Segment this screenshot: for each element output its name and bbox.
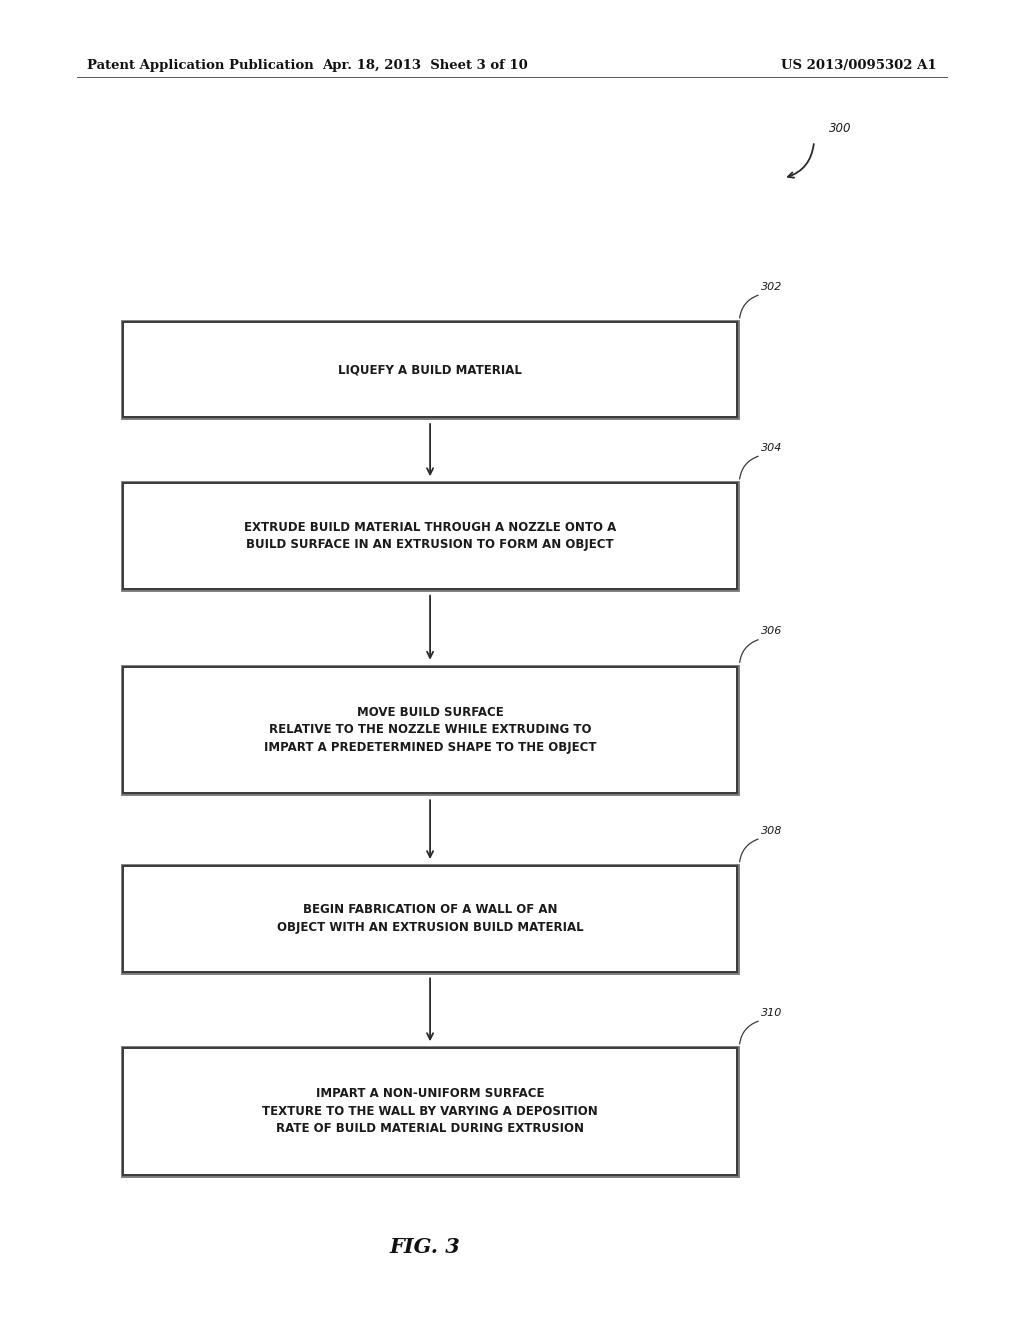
Text: Patent Application Publication: Patent Application Publication — [87, 59, 313, 73]
Text: US 2013/0095302 A1: US 2013/0095302 A1 — [781, 59, 937, 73]
Bar — [123, 866, 737, 972]
Text: 304: 304 — [761, 442, 782, 453]
Bar — [123, 483, 737, 589]
Text: MOVE BUILD SURFACE
RELATIVE TO THE NOZZLE WHILE EXTRUDING TO
IMPART A PREDETERMI: MOVE BUILD SURFACE RELATIVE TO THE NOZZL… — [264, 706, 596, 754]
Text: 306: 306 — [761, 626, 782, 636]
Bar — [123, 667, 737, 793]
Text: FIG. 3: FIG. 3 — [389, 1237, 461, 1258]
Text: EXTRUDE BUILD MATERIAL THROUGH A NOZZLE ONTO A
BUILD SURFACE IN AN EXTRUSION TO : EXTRUDE BUILD MATERIAL THROUGH A NOZZLE … — [244, 520, 616, 552]
Bar — [123, 866, 737, 972]
Text: IMPART A NON-UNIFORM SURFACE
TEXTURE TO THE WALL BY VARYING A DEPOSITION
RATE OF: IMPART A NON-UNIFORM SURFACE TEXTURE TO … — [262, 1088, 598, 1135]
Text: LIQUEFY A BUILD MATERIAL: LIQUEFY A BUILD MATERIAL — [338, 363, 522, 376]
Text: Apr. 18, 2013  Sheet 3 of 10: Apr. 18, 2013 Sheet 3 of 10 — [323, 59, 527, 73]
Text: 302: 302 — [761, 281, 782, 292]
Text: 308: 308 — [761, 825, 782, 836]
Text: 300: 300 — [829, 121, 852, 135]
Bar — [123, 483, 737, 589]
Bar — [123, 1048, 737, 1175]
Text: BEGIN FABRICATION OF A WALL OF AN
OBJECT WITH AN EXTRUSION BUILD MATERIAL: BEGIN FABRICATION OF A WALL OF AN OBJECT… — [276, 903, 584, 935]
Bar — [123, 667, 737, 793]
Bar — [123, 322, 737, 417]
Text: 310: 310 — [761, 1007, 782, 1018]
Bar — [123, 1048, 737, 1175]
Bar — [123, 322, 737, 417]
